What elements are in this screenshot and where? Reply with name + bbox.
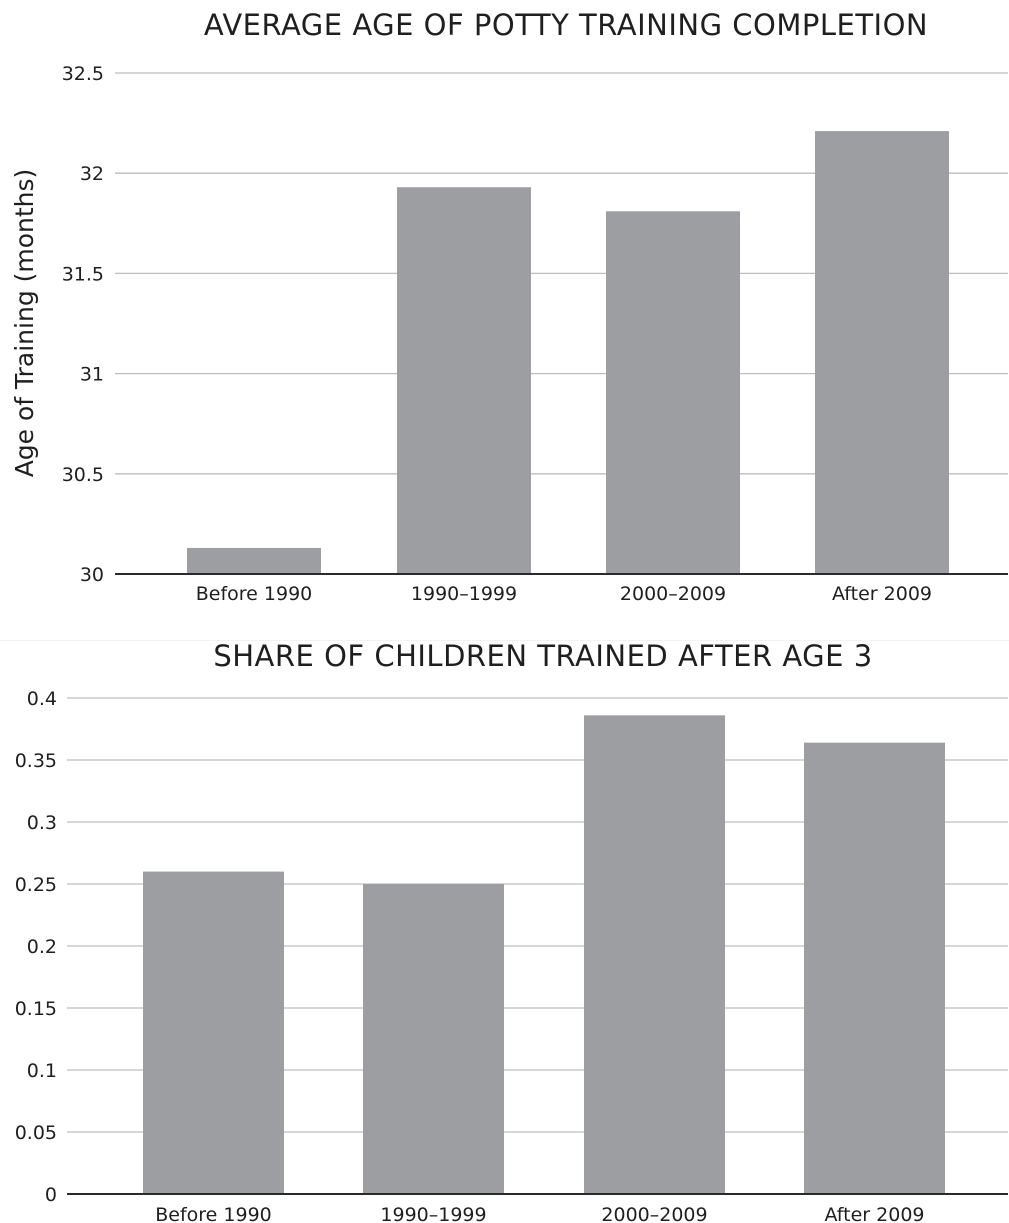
x-tick-label: Before 1990 — [196, 583, 313, 605]
y-tick-label: 0.1 — [27, 1060, 57, 1082]
x-tick-label: 2000–2009 — [601, 1204, 707, 1223]
bar — [804, 743, 945, 1194]
y-axis-label: Age of Training (months) — [10, 169, 39, 478]
x-tick-labels: Before 1990 1990–1999 2000–2009 After 2009 — [196, 583, 932, 605]
bar — [397, 187, 531, 574]
bar — [584, 715, 725, 1194]
bar — [143, 872, 284, 1194]
chart-share-after-age-3-svg: SHARE OF CHILDREN TRAINED AFTER AGE 3 00… — [0, 628, 1009, 1223]
chart-title: SHARE OF CHILDREN TRAINED AFTER AGE 3 — [213, 639, 872, 673]
bar — [815, 131, 949, 574]
x-tick-label: After 2009 — [824, 1204, 924, 1223]
x-tick-label: 1990–1999 — [411, 583, 517, 605]
x-tick-label: 2000–2009 — [620, 583, 726, 605]
y-tick-label: 0.25 — [15, 874, 57, 896]
y-tick-labels: 0 0.05 0.1 0.15 0.2 0.25 0.3 0.35 0.4 — [15, 688, 57, 1206]
x-tick-label: After 2009 — [832, 583, 932, 605]
y-tick-label: 0 — [45, 1184, 57, 1206]
bar — [363, 884, 504, 1194]
y-tick-label: 0.2 — [27, 936, 57, 958]
x-tick-label: 1990–1999 — [380, 1204, 486, 1223]
bars — [143, 715, 945, 1194]
y-tick-label: 31.5 — [62, 263, 104, 285]
y-tick-label: 32 — [80, 163, 104, 185]
y-tick-label: 32.5 — [62, 63, 104, 85]
y-tick-label: 31 — [80, 364, 104, 386]
chart-average-age: AVERAGE AGE OF POTTY TRAINING COMPLETION… — [0, 0, 1009, 628]
bar — [606, 211, 740, 574]
bars — [187, 131, 949, 574]
chart-average-age-svg: AVERAGE AGE OF POTTY TRAINING COMPLETION… — [0, 0, 1009, 628]
y-tick-label: 0.4 — [27, 688, 57, 710]
bar — [187, 548, 321, 574]
y-tick-label: 0.05 — [15, 1122, 57, 1144]
y-tick-label: 0.15 — [15, 998, 57, 1020]
chart-title: AVERAGE AGE OF POTTY TRAINING COMPLETION — [204, 8, 928, 42]
y-tick-label: 30.5 — [62, 464, 104, 486]
y-tick-labels: 30 30.5 31 31.5 32 32.5 — [62, 63, 104, 586]
y-tick-label: 0.3 — [27, 812, 57, 834]
x-tick-labels: Before 1990 1990–1999 2000–2009 After 2009 — [155, 1204, 924, 1223]
x-tick-label: Before 1990 — [155, 1204, 272, 1223]
y-tick-label: 30 — [80, 564, 104, 586]
y-tick-label: 0.35 — [15, 750, 57, 772]
